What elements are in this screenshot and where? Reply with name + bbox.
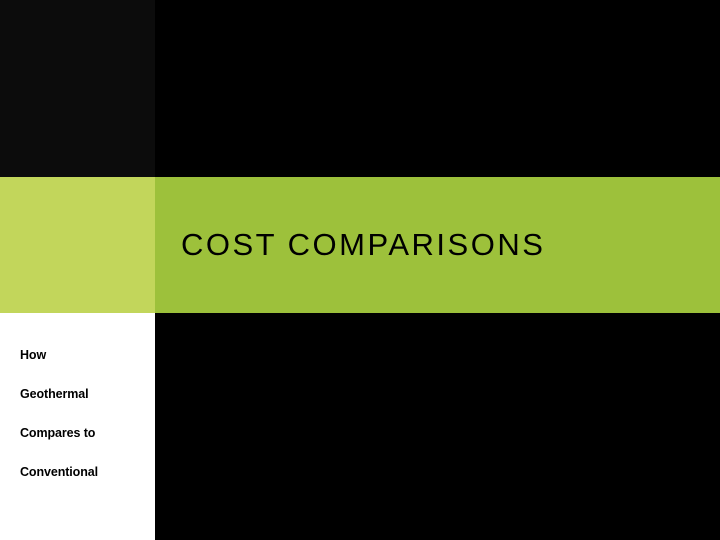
left-accent-band	[0, 177, 155, 313]
subtitle-line: Conventional	[20, 465, 145, 480]
right-column: COST COMPARISONS	[155, 0, 720, 540]
slide-title: COST COMPARISONS	[181, 227, 545, 263]
subtitle-line: Compares to	[20, 426, 145, 441]
right-lower-block	[155, 313, 720, 540]
right-upper-block	[155, 0, 720, 177]
subtitle-block: How Geothermal Compares to Conventional	[0, 348, 155, 504]
title-band: COST COMPARISONS	[155, 177, 720, 313]
left-upper-block	[0, 0, 155, 177]
slide: COST COMPARISONS How Geothermal Compares…	[0, 0, 720, 540]
subtitle-line: Geothermal	[20, 387, 145, 402]
subtitle-line: How	[20, 348, 145, 363]
